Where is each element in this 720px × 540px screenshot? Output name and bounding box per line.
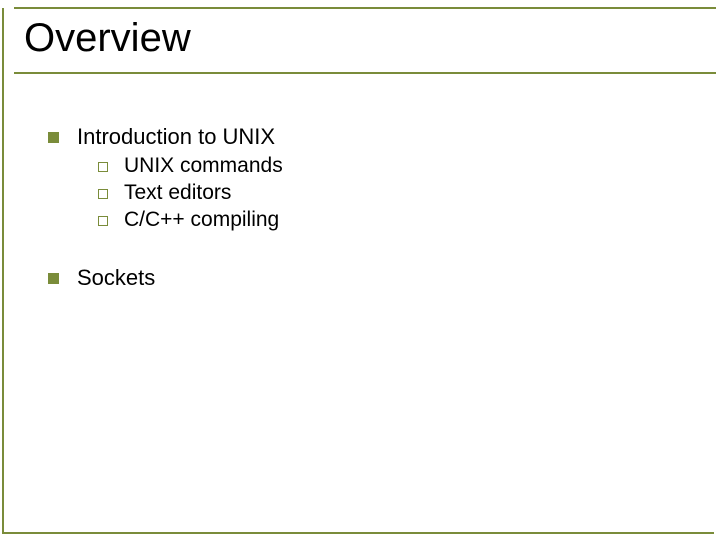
hollow-square-bullet-icon	[98, 216, 108, 226]
list-item: Text editors	[98, 181, 283, 205]
list-item-label: Text editors	[124, 181, 231, 205]
title-rule-bottom	[14, 72, 716, 74]
title-rule-top	[14, 7, 716, 9]
list-item-label: Introduction to UNIX	[77, 124, 275, 150]
list-item-label: Sockets	[77, 265, 155, 291]
square-bullet-icon	[48, 132, 59, 143]
hollow-square-bullet-icon	[98, 189, 108, 199]
square-bullet-icon	[48, 273, 59, 284]
slide-title: Overview	[24, 16, 191, 61]
list-item: UNIX commands	[98, 154, 283, 178]
list-item-label: C/C++ compiling	[124, 208, 279, 232]
slide-body: Introduction to UNIX UNIX commands Text …	[48, 124, 283, 295]
hollow-square-bullet-icon	[98, 162, 108, 172]
sub-list: UNIX commands Text editors C/C++ compili…	[98, 154, 283, 232]
list-item: C/C++ compiling	[98, 208, 283, 232]
list-item-label: UNIX commands	[124, 154, 283, 178]
list-item: Introduction to UNIX	[48, 124, 283, 150]
list-item: Sockets	[48, 265, 283, 291]
